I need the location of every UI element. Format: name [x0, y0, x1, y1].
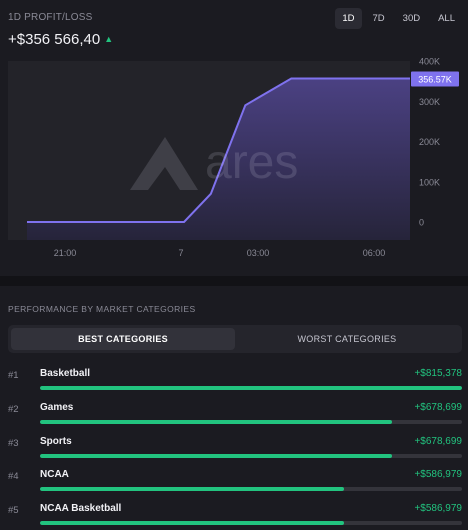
x-tick-label: 7: [178, 248, 183, 258]
y-tick-label: 300K: [419, 97, 440, 107]
x-tick-label: 21:00: [54, 248, 77, 258]
category-rank: #4: [8, 471, 19, 482]
y-tick-label: 400K: [419, 57, 440, 67]
category-progress-track: [40, 454, 462, 458]
current-value-label: 356.57K: [418, 74, 452, 84]
category-progress-track: [40, 521, 462, 525]
category-row[interactable]: #2 Games +$678,699: [0, 401, 468, 431]
best-categories-tab[interactable]: BEST CATEGORIES: [11, 328, 235, 350]
category-row[interactable]: #5 NCAA Basketball +$586,979: [0, 502, 468, 530]
ares-logo-mark: [130, 137, 198, 190]
category-progress-fill: [40, 420, 392, 424]
triangle-up-icon: ▲: [104, 34, 114, 44]
category-amount: +$586,979: [414, 469, 462, 480]
pnl-value: +$356 566,40 ▲: [8, 31, 113, 48]
ares-logo-text: ares: [205, 136, 298, 189]
category-progress-track: [40, 386, 462, 390]
pnl-label: 1D PROFIT/LOSS: [8, 12, 93, 23]
category-rank: #2: [8, 404, 19, 415]
range-tab-1d[interactable]: 1D: [335, 8, 362, 29]
category-amount: +$678,699: [414, 436, 462, 447]
category-toggle: BEST CATEGORIES WORST CATEGORIES: [8, 325, 462, 353]
time-range-tabs: 1D 7D 30D ALL: [335, 8, 462, 29]
category-row[interactable]: #4 NCAA +$586,979: [0, 468, 468, 498]
category-progress-fill: [40, 487, 344, 491]
ares-logo-watermark: ares: [130, 136, 298, 190]
profit-loss-panel: ares 0 100K 200K 300K 400K 21:00 7 03:00 06:00 356…: [8, 8, 462, 258]
current-value-badge: [411, 71, 459, 87]
category-rank: #5: [8, 505, 19, 516]
category-progress-fill: [40, 386, 462, 390]
y-tick-label: 200K: [419, 137, 440, 147]
category-row[interactable]: #3 Sports +$678,699: [0, 435, 468, 465]
category-name: Games: [40, 402, 74, 413]
range-tab-30d[interactable]: 30D: [402, 13, 421, 24]
category-amount: +$586,979: [414, 503, 462, 514]
category-progress-fill: [40, 454, 392, 458]
x-tick-label: 06:00: [363, 248, 386, 258]
category-name: Sports: [40, 436, 72, 447]
category-name: Basketball: [40, 368, 91, 379]
category-row[interactable]: #1 Basketball +$815,378: [0, 367, 468, 397]
x-tick-label: 03:00: [247, 248, 270, 258]
category-progress-track: [40, 487, 462, 491]
chart-svg: ares 0 100K 200K 300K 400K 21:00 7 03:00 06:00 356…: [27, 56, 459, 258]
category-amount: +$815,378: [414, 368, 462, 379]
series-line: [27, 77, 410, 223]
category-amount: +$678,699: [414, 402, 462, 413]
y-tick-label: 0: [419, 218, 424, 228]
performance-title: PERFORMANCE BY MARKET CATEGORIES: [8, 304, 196, 314]
category-rank: #1: [8, 370, 19, 381]
category-name: NCAA: [40, 469, 69, 480]
worst-categories-tab[interactable]: WORST CATEGORIES: [297, 334, 397, 344]
section-divider: [0, 276, 468, 286]
range-tab-all[interactable]: ALL: [438, 13, 455, 24]
performance-panel: PERFORMANCE BY MARKET CATEGORIES BEST CA…: [0, 286, 468, 530]
area-fill: [27, 78, 410, 240]
category-progress-fill: [40, 521, 344, 525]
category-name: NCAA Basketball: [40, 503, 122, 514]
pnl-amount: +$356 566,40: [8, 31, 101, 48]
category-progress-track: [40, 420, 462, 424]
category-rank: #3: [8, 438, 19, 449]
range-tab-7d[interactable]: 7D: [372, 13, 385, 24]
profit-loss-chart: ares 0 100K 200K 300K 400K 21:00 7 03:00 06:00 356…: [27, 56, 459, 258]
y-tick-label: 100K: [419, 177, 440, 187]
